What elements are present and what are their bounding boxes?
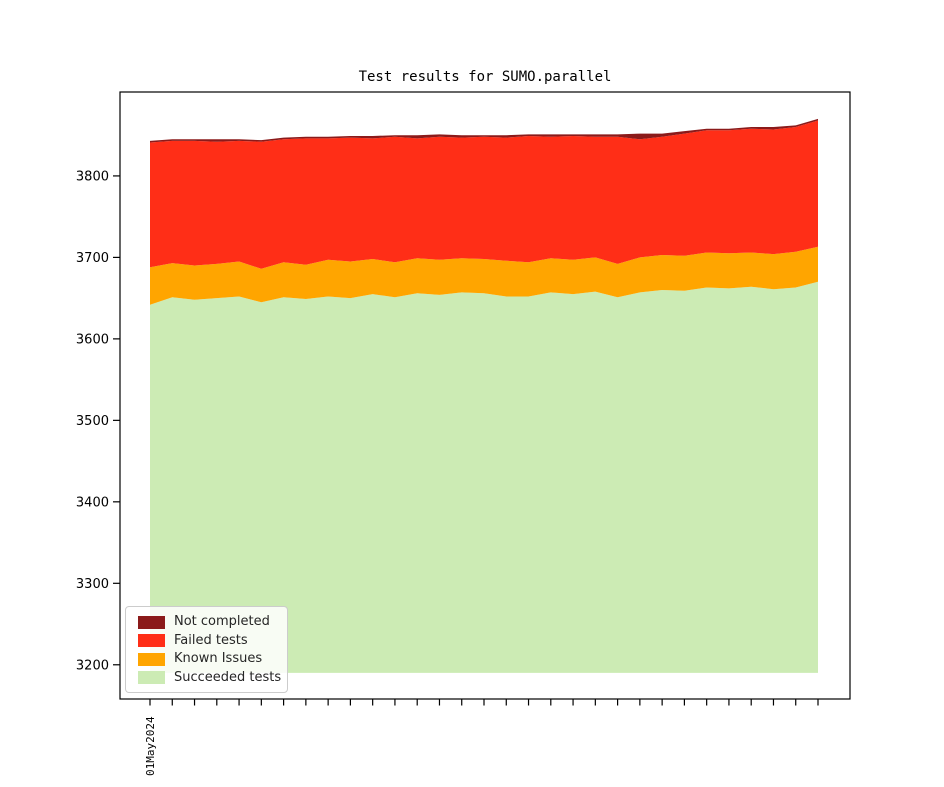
y-tick-label: 3800 — [76, 169, 109, 184]
axes-spines — [119, 91, 851, 700]
y-tick-label: 3400 — [76, 495, 109, 510]
legend-item-known-issues: Known Issues — [138, 650, 279, 668]
x-tick-label-date: 01May2024 — [144, 716, 157, 776]
legend-item-failed-tests: Failed tests — [138, 632, 279, 650]
area-not-completed — [150, 118, 818, 143]
y-tick-label: 3200 — [76, 658, 109, 673]
not-completed-swatch-icon — [138, 615, 165, 629]
legend-item-not-completed: Not completed — [138, 613, 279, 631]
chart-title: Test results for SUMO.parallel — [358, 69, 612, 85]
failed-tests-swatch-icon — [138, 634, 165, 648]
known-issues-swatch-icon — [138, 652, 165, 666]
area-succeeded-tests — [150, 281, 818, 673]
y-tick-label: 3700 — [76, 251, 109, 266]
y-tick-label: 3300 — [76, 577, 109, 592]
y-tick-label: 3500 — [76, 414, 109, 429]
succeeded-tests-swatch-icon — [138, 671, 165, 685]
area-failed-tests — [150, 120, 818, 269]
legend-label: Not completed — [174, 614, 270, 629]
legend-label: Failed tests — [174, 632, 248, 648]
legend-label: Succeeded tests — [174, 669, 282, 685]
legend-item-succeeded-tests: Succeeded tests — [138, 669, 282, 687]
legend-label: Known Issues — [174, 651, 263, 667]
area-known-issues — [150, 246, 818, 305]
legend: Not completed Failed tests Known Issues … — [125, 606, 288, 693]
y-tick-label: 3600 — [76, 332, 109, 347]
